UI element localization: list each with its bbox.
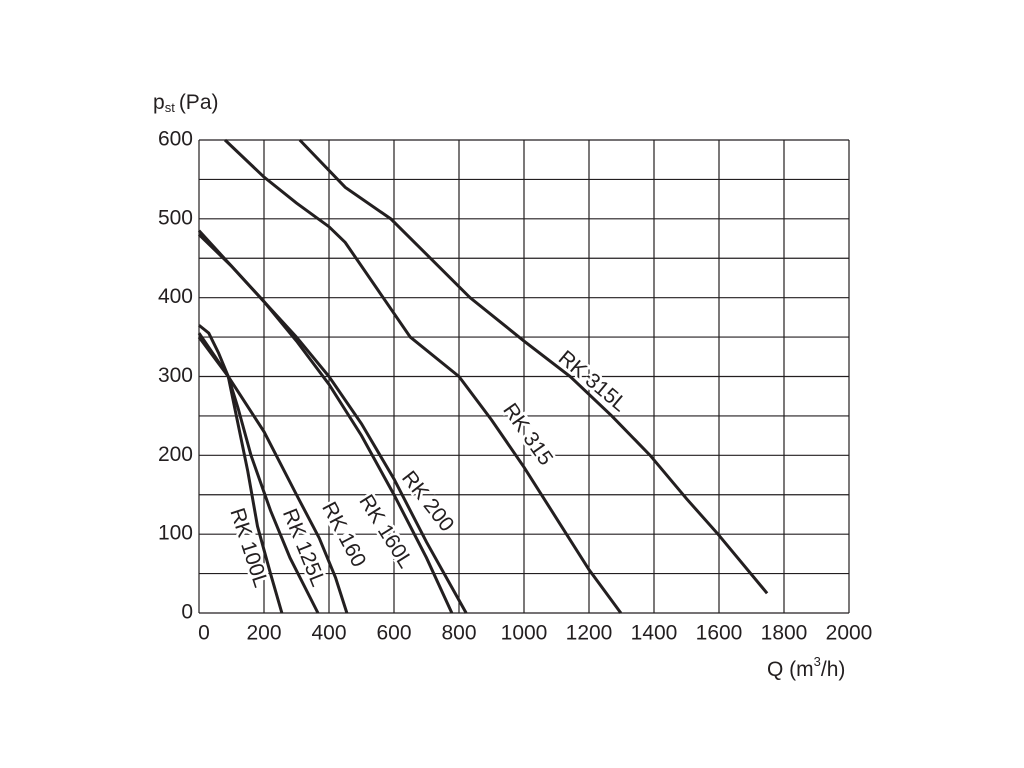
x-label-sup: 3 (814, 654, 821, 669)
fan-curve (197, 233, 468, 614)
y-label-unit: (Pa) (179, 91, 219, 114)
x-tick-label: 0 (198, 622, 210, 645)
fan-curve (197, 336, 349, 614)
y-tick-label: 400 (158, 285, 193, 308)
x-tick-label: 1600 (696, 622, 743, 645)
y-label-base: p (153, 91, 165, 114)
x-label-unit: /h) (821, 658, 846, 681)
y-tick-label: 100 (158, 522, 193, 545)
fan-curve (298, 138, 769, 595)
x-tick-label: 400 (311, 622, 346, 645)
x-tick-label: 1800 (761, 622, 808, 645)
x-tick-label: 200 (246, 622, 281, 645)
y-tick-label: 200 (158, 443, 193, 466)
x-tick-label: 2000 (826, 622, 873, 645)
x-tick-label: 1200 (566, 622, 613, 645)
y-tick-label: 300 (158, 364, 193, 387)
y-tick-label: 600 (158, 128, 193, 151)
x-tick-label: 1000 (501, 622, 548, 645)
x-axis-label: Q (m3/h) (767, 654, 845, 680)
x-tick-label: 800 (441, 622, 476, 645)
curve-label: RK 315 (498, 399, 557, 470)
y-tick-label: 500 (158, 206, 193, 229)
y-axis-label: pst (Pa) (153, 91, 219, 116)
curve-label: RK 315L (554, 346, 631, 416)
fan-curve (198, 324, 284, 614)
x-tick-label: 600 (376, 622, 411, 645)
x-tick-label: 1400 (631, 622, 678, 645)
fan-curve (223, 138, 623, 614)
y-tick-label: 0 (181, 601, 193, 624)
y-label-sub: st (165, 100, 176, 115)
x-label-base: Q (m (767, 658, 814, 681)
curve-label: RK 100L (225, 505, 272, 590)
